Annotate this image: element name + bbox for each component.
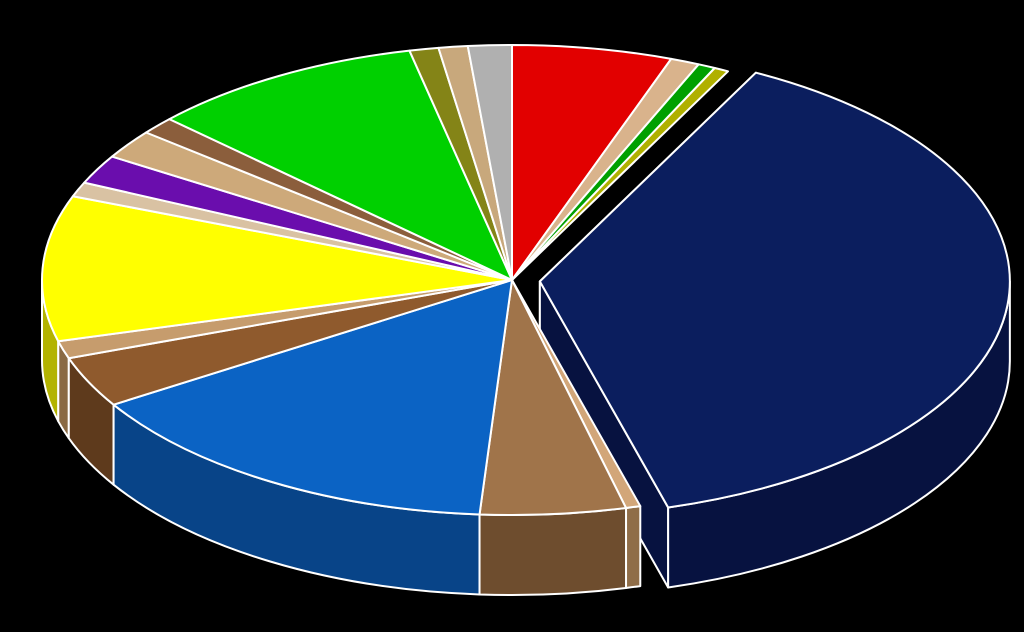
slice-brown-1-side bbox=[480, 508, 626, 595]
slice-tan-thin-side bbox=[626, 506, 640, 588]
pie-chart-3d bbox=[0, 0, 1024, 632]
